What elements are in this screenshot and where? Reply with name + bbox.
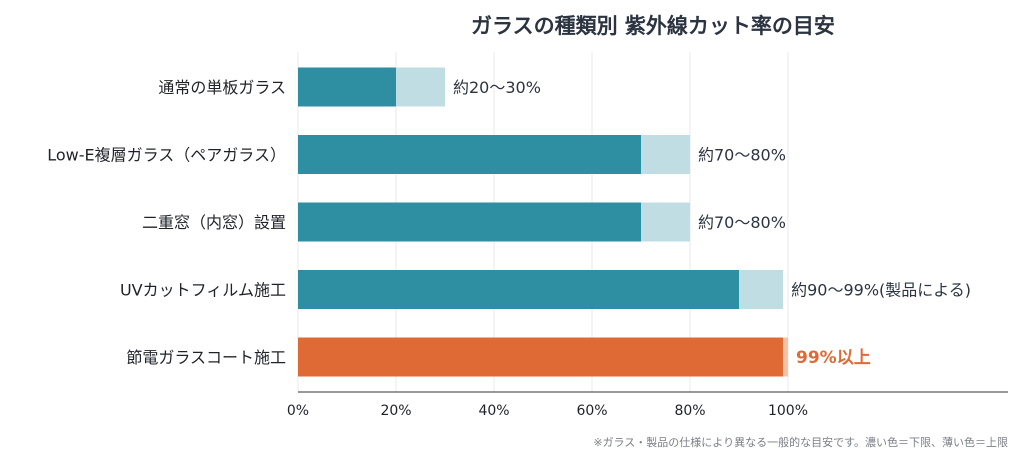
x-tick-label: 60%	[576, 403, 607, 419]
x-tick-label: 80%	[674, 403, 705, 419]
x-axis: 0% 20% 40% 60% 80% 100%	[287, 391, 1008, 419]
chart-title: ガラスの種類別 紫外線カット率の目安	[471, 14, 835, 38]
category-label: Low-E複層ガラス（ペアガラス）	[47, 146, 286, 165]
bars	[298, 67, 788, 377]
value-label: 約20〜30%	[453, 78, 541, 97]
x-tick-label: 20%	[380, 403, 411, 419]
bar-lower-bound	[298, 67, 396, 107]
x-tick-label: 40%	[478, 403, 509, 419]
bar-upper-range	[739, 270, 784, 309]
category-label: UVカットフィルム施工	[120, 281, 286, 300]
x-tick-label: 0%	[287, 403, 309, 419]
x-tick-label: 100%	[768, 403, 808, 419]
value-label: 99%以上	[796, 348, 871, 368]
value-label: 約70〜80%	[698, 213, 786, 232]
bar-upper-range	[641, 135, 690, 174]
value-label: 約90〜99%(製品による)	[791, 281, 971, 300]
value-labels: 約20〜30% 約70〜80% 約70〜80% 約90〜99%(製品による) 99%以上	[453, 78, 971, 368]
value-label: 約70〜80%	[698, 146, 786, 165]
category-label: 節電ガラスコート施工	[126, 348, 286, 367]
bar-lower-bound	[298, 337, 784, 377]
footnote: ※ガラス・製品の仕様により異なる一般的な目安です。濃い色＝下限、薄い色＝上限	[593, 435, 1008, 449]
bar-lower-bound	[298, 135, 641, 174]
bar-lower-bound	[298, 202, 641, 242]
category-labels: 通常の単板ガラス Low-E複層ガラス（ペアガラス） 二重窓（内窓）設置 UVカットフ…	[47, 78, 286, 367]
bar-upper-range	[783, 337, 788, 377]
bar-upper-range	[396, 67, 445, 107]
category-label: 通常の単板ガラス	[158, 78, 286, 97]
bar-upper-range	[641, 202, 690, 242]
bar-lower-bound	[298, 270, 739, 309]
category-label: 二重窓（内窓）設置	[142, 213, 286, 232]
